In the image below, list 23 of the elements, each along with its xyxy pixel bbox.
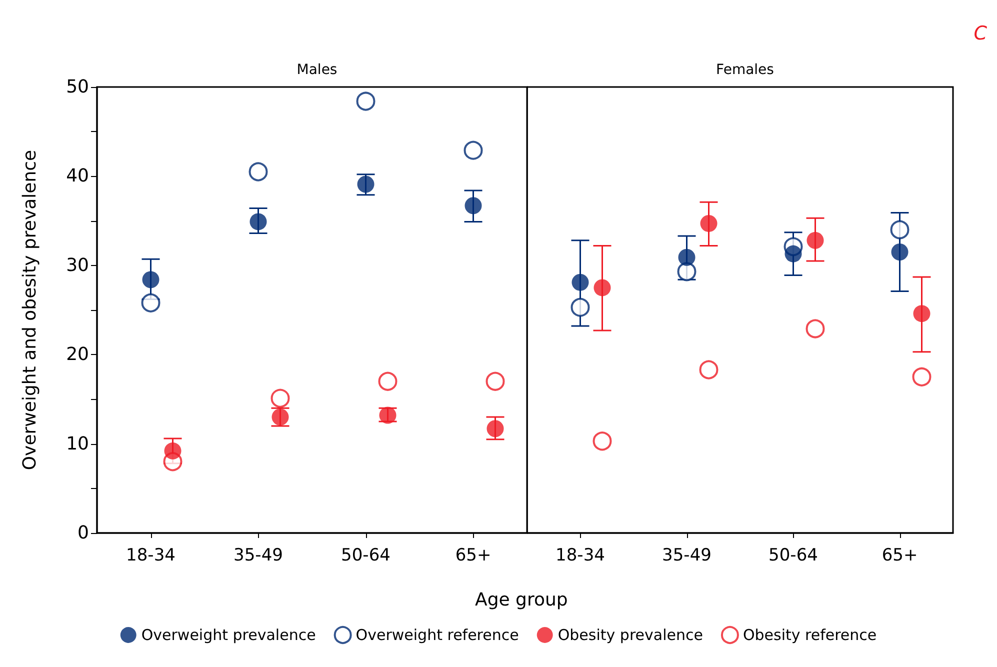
- legend-label: Overweight prevalence: [141, 626, 316, 644]
- y-tick-label: 30: [66, 254, 89, 276]
- legend-label: Obesity prevalence: [558, 626, 703, 644]
- x-tick-label: 35-49: [662, 546, 712, 566]
- legend-label: Obesity reference: [742, 626, 877, 644]
- y-tick-label: 40: [66, 166, 89, 187]
- text: C: [974, 22, 988, 44]
- x-tick-label: 18-34: [126, 546, 176, 566]
- x-tick-label: 50-64: [768, 546, 818, 566]
- chart-title: Males: [296, 62, 338, 78]
- x-tick-label: 65+: [882, 546, 918, 566]
- y-tick-label: 0: [78, 522, 89, 544]
- y-axis-title: Overweight and obesity prevalence: [20, 150, 40, 470]
- y-tick-label: 20: [66, 344, 89, 366]
- chart-title: Females: [716, 62, 774, 78]
- y-tick-label: 50: [66, 76, 89, 98]
- x-tick-label: 35-49: [234, 546, 283, 566]
- legend-label: Overweight reference: [356, 626, 519, 644]
- y-tick-label: 10: [66, 433, 89, 454]
- x-tick-label: 18-34: [556, 546, 605, 566]
- x-axis-title: Age group: [475, 590, 568, 610]
- x-tick-label: 65+: [455, 546, 492, 566]
- x-tick-label: 50-64: [341, 546, 390, 566]
